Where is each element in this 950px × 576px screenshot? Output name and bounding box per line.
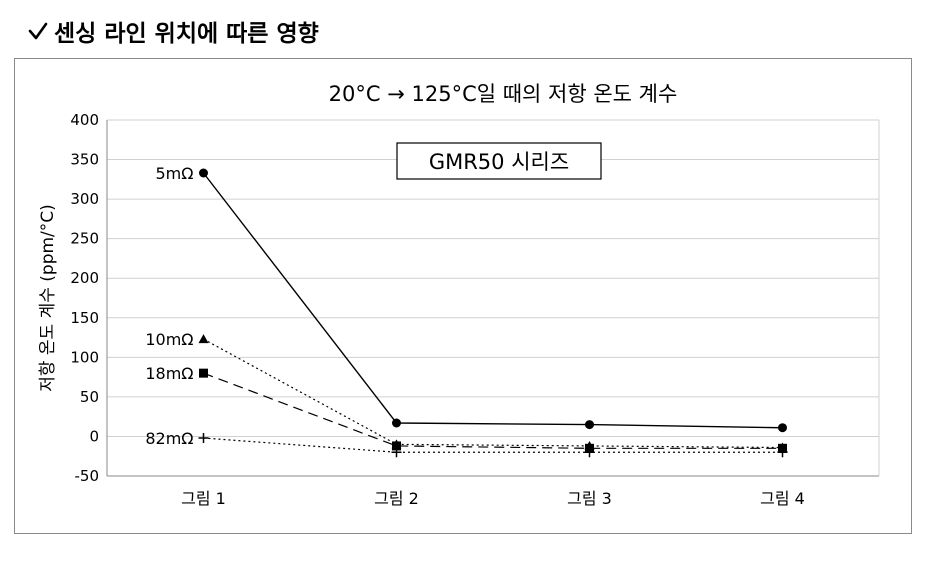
data-point	[199, 168, 208, 178]
y-tick-label: 250	[70, 230, 99, 248]
page-heading-text: 센싱 라인 위치에 따른 영향	[54, 21, 319, 47]
data-point	[198, 433, 209, 444]
chart: -50 0 50 100 150 200 250 300 350 400 그림 1 그림 2 그림 3 그…	[38, 82, 880, 508]
y-tick-label: 200	[70, 269, 99, 287]
series-line	[203, 338, 783, 449]
x-tick-label: 그림 1	[181, 489, 226, 508]
data-point	[585, 420, 594, 430]
data-point	[199, 368, 208, 378]
y-tick-label: 50	[80, 388, 99, 406]
y-tick-label: 0	[89, 427, 99, 445]
y-tick-label: 100	[70, 348, 99, 366]
page-heading: 센싱 라인 위치에 따른 영향	[28, 14, 319, 48]
series-label: 10mΩ	[145, 330, 193, 349]
data-point	[198, 334, 209, 344]
y-axis-label: 저항 온도 계수 (ppm/°C)	[38, 204, 58, 392]
x-tick-label: 그림 4	[760, 489, 805, 508]
data-point	[584, 447, 595, 458]
series-label: 18mΩ	[145, 364, 193, 383]
x-tick-label: 그림 2	[374, 489, 419, 508]
chart-frame: -50 0 50 100 150 200 250 300 350 400 그림 1 그림 2 그림 3 그…	[14, 58, 912, 534]
y-tick-label: 350	[70, 151, 99, 169]
annotation-box	[396, 142, 602, 180]
series-label: 5mΩ	[156, 164, 194, 183]
y-tick-label: -50	[75, 467, 100, 485]
data-point	[392, 441, 401, 451]
y-tick-label: 300	[70, 190, 99, 208]
series-line	[202, 172, 783, 429]
data-point	[391, 447, 402, 458]
chart-title: 20°C → 125°C일 때의 저항 온도 계수	[329, 82, 678, 106]
annotation-box-label: GMR50 시리즈	[429, 150, 569, 174]
check-icon	[28, 22, 48, 40]
series-line	[203, 372, 783, 449]
series-line	[203, 437, 783, 453]
data-point	[778, 423, 787, 433]
data-point	[777, 447, 788, 458]
y-tick-label: 150	[70, 309, 99, 327]
data-point	[392, 418, 401, 428]
series-label: 82mΩ	[145, 429, 193, 448]
x-tick-label: 그림 3	[567, 489, 612, 508]
y-tick-label: 400	[70, 111, 99, 129]
